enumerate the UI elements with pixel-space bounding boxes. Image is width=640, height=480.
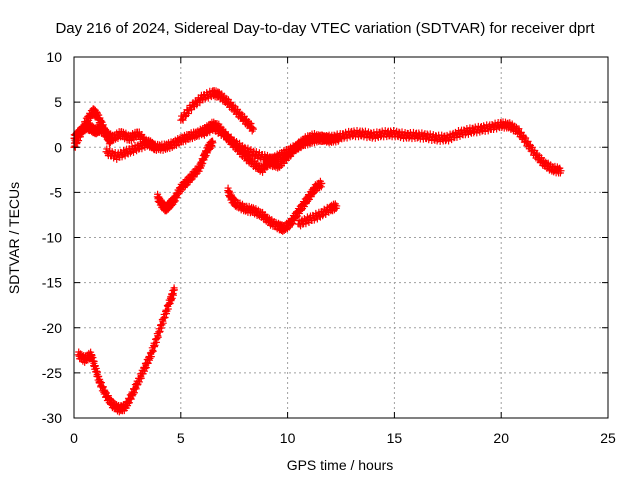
series-trace-h (224, 177, 326, 235)
data-point (318, 179, 326, 187)
data-point (106, 139, 114, 147)
data-point (151, 143, 159, 151)
data-point (249, 124, 257, 132)
data-point (179, 116, 187, 124)
y-tick-label: -10 (42, 230, 62, 246)
data-point (223, 134, 231, 142)
data-point (126, 149, 134, 157)
x-tick-label: 25 (600, 430, 616, 446)
series-trace-b (70, 105, 114, 151)
data-point (515, 125, 523, 133)
data-point (213, 123, 221, 131)
data-point (170, 286, 178, 294)
y-tick-label: -20 (42, 320, 62, 336)
data-point (184, 110, 192, 118)
data-point (201, 95, 209, 103)
data-point (247, 120, 255, 128)
data-point (238, 143, 246, 151)
x-axis-label: GPS time / hours (287, 457, 394, 473)
data-point (203, 129, 211, 137)
y-tick-label: 5 (54, 94, 62, 110)
data-point (557, 167, 565, 175)
data-points (70, 87, 565, 416)
series-trace-c (102, 136, 159, 163)
y-tick-label: -15 (42, 275, 62, 291)
data-point (333, 202, 341, 210)
grid (74, 57, 608, 418)
series-trace-i (294, 200, 341, 230)
y-tick-label: -25 (42, 365, 62, 381)
data-point (209, 139, 217, 147)
data-point (249, 125, 257, 133)
chart-title: Day 216 of 2024, Sidereal Day-to-day VTE… (55, 20, 595, 37)
axis-ticks: 0 5 10 15 20 25 -30 -25 -20 -15 -10 -5 0 5 10 (42, 49, 616, 446)
data-point (221, 129, 229, 137)
series-trace-d (177, 87, 257, 135)
x-tick-label: 20 (493, 430, 509, 446)
series-trace-f (262, 130, 343, 172)
y-tick-label: 10 (46, 49, 62, 65)
y-axis-label: SDTVAR / TECUs (6, 182, 22, 294)
x-tick-label: 15 (387, 430, 403, 446)
x-tick-label: 0 (70, 430, 78, 446)
x-tick-label: 10 (280, 430, 296, 446)
data-point (181, 113, 189, 121)
data-point (334, 137, 342, 145)
data-point (412, 130, 420, 138)
data-point (241, 143, 249, 151)
series-trace-g (153, 137, 217, 215)
data-point (161, 314, 169, 322)
y-tick-label: 0 (54, 139, 62, 155)
data-point (335, 134, 343, 142)
y-tick-label: -30 (42, 410, 62, 426)
x-tick-label: 5 (177, 430, 185, 446)
data-point (156, 327, 164, 335)
y-tick-label: -5 (50, 184, 63, 200)
series-trace-j (74, 284, 178, 416)
data-point (319, 212, 327, 220)
data-point (316, 212, 324, 220)
